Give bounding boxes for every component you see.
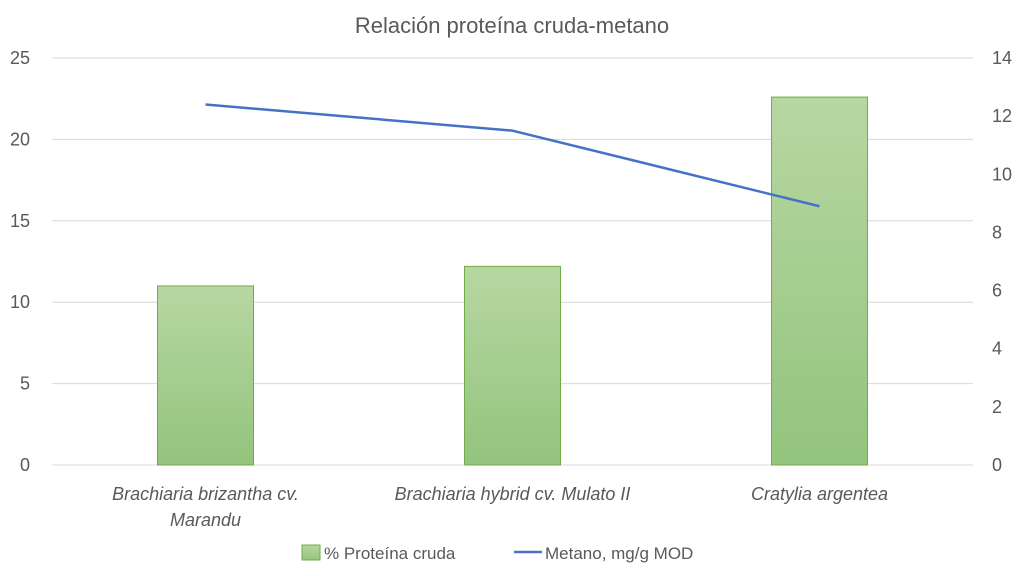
bar [464, 265, 561, 466]
chart-title: Relación proteína cruda-metano [355, 13, 669, 38]
y-right-tick-label: 8 [992, 222, 1002, 242]
y-left-tick-label: 15 [10, 211, 30, 231]
y-right-tick-label: 2 [992, 397, 1002, 417]
legend: % Proteína cruda Metano, mg/g MOD [301, 544, 693, 563]
legend-bar-swatch [301, 544, 321, 561]
bar-series [157, 96, 868, 466]
y-left-tick-label: 10 [10, 292, 30, 312]
y-right-tick-label: 4 [992, 339, 1002, 359]
y-right-tick-label: 10 [992, 164, 1012, 184]
y-right-tick-label: 6 [992, 281, 1002, 301]
category-label: Cratylia argentea [751, 484, 888, 504]
y-right-tick-label: 0 [992, 455, 1002, 475]
legend-label-methane: Metano, mg/g MOD [545, 544, 693, 563]
y-left-tick-label: 0 [20, 455, 30, 475]
x-axis-categories: Brachiaria brizantha cv. Marandu Brachiari… [112, 484, 888, 530]
y-right-tick-label: 12 [992, 106, 1012, 126]
y-left-tick-label: 20 [10, 129, 30, 149]
category-label: Marandu [170, 510, 241, 530]
category-label: Brachiaria hybrid cv. Mulato II [395, 484, 631, 504]
bar [771, 96, 868, 466]
legend-label-protein: % Proteína cruda [324, 544, 456, 563]
bar [157, 285, 254, 466]
y-right-tick-label: 14 [992, 48, 1012, 68]
methane-line [205, 103, 820, 208]
y-left-tick-label: 5 [20, 374, 30, 394]
line-series [205, 103, 820, 208]
category-label: Brachiaria brizantha cv. [112, 484, 299, 504]
y-left-tick-label: 25 [10, 48, 30, 68]
y-axis-right: 0 2 4 6 8 10 12 14 [992, 48, 1012, 475]
y-axis-left: 0 5 10 15 20 25 [10, 48, 30, 475]
